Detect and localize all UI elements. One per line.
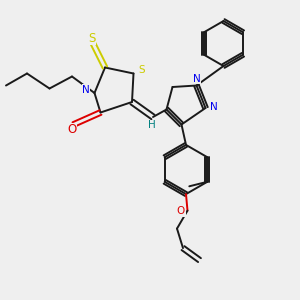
Text: S: S <box>139 65 145 75</box>
Text: N: N <box>193 74 200 84</box>
Text: H: H <box>148 120 155 130</box>
Text: O: O <box>177 206 185 216</box>
Text: S: S <box>88 32 95 45</box>
Text: N: N <box>82 85 90 95</box>
Text: N: N <box>210 101 218 112</box>
Text: O: O <box>68 123 76 136</box>
